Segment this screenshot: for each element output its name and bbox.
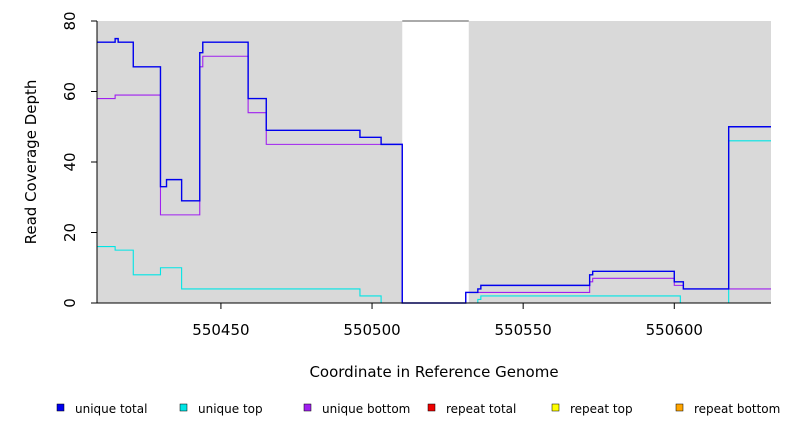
legend-swatch-repeat-bottom <box>675 403 684 412</box>
shaded-region-1 <box>97 21 403 303</box>
legend-label-unique-total: unique total <box>75 402 147 416</box>
legend-label-unique-top: unique top <box>198 402 263 416</box>
x-tick-label-550550: 550550 <box>495 321 552 339</box>
legend-swatch-repeat-top <box>551 403 560 412</box>
legend-swatch-unique-bottom <box>303 403 312 412</box>
series-line-unique-total <box>97 37 771 304</box>
legend-swatch-repeat-total <box>427 403 436 412</box>
y-tick-label-80: 80 <box>61 11 79 30</box>
y-tick-label-20: 20 <box>61 223 79 242</box>
y-tick-label-60: 60 <box>61 82 79 101</box>
y-tick-label-0: 0 <box>61 298 79 308</box>
legend-label-repeat-bottom: repeat bottom <box>694 402 780 416</box>
legend-swatch-unique-top <box>179 403 188 412</box>
series-line-unique-top <box>97 140 771 304</box>
legend: unique total unique top unique bottom repea… <box>56 402 780 416</box>
x-axis-title: Coordinate in Reference Genome <box>309 363 558 381</box>
x-tick-label-550500: 550500 <box>343 321 400 339</box>
y-axis-title: Read Coverage Depth <box>22 80 40 245</box>
shaded-region-2 <box>468 21 771 303</box>
y-tick-label-40: 40 <box>61 152 79 171</box>
axes-layer: 0 20 40 60 80 550450 550500 550550 550600 <box>61 11 771 339</box>
x-tick-label-550450: 550450 <box>192 321 249 339</box>
legend-swatch-unique-total <box>56 403 65 412</box>
legend-label-unique-bottom: unique bottom <box>322 402 410 416</box>
legend-label-repeat-top: repeat top <box>570 402 633 416</box>
legend-label-repeat-total: repeat total <box>446 402 516 416</box>
x-tick-label-550600: 550600 <box>646 321 703 339</box>
plot-background <box>97 21 771 303</box>
series-line-unique-bottom <box>97 55 771 304</box>
